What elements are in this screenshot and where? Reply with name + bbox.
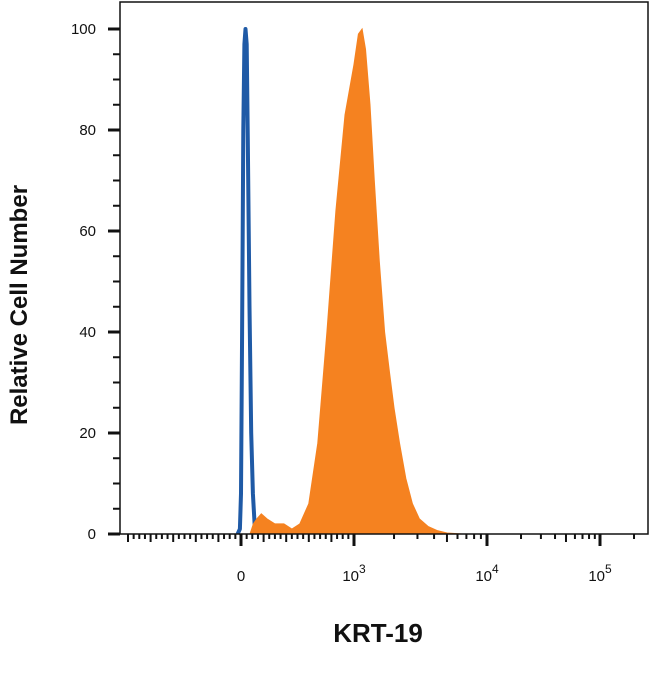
y-tick-label: 20 bbox=[79, 425, 96, 442]
x-tick-label: 103 bbox=[342, 562, 366, 585]
histogram-series-filled bbox=[207, 27, 600, 535]
x-tick-exponent: 5 bbox=[605, 562, 612, 576]
y-tick-label: 40 bbox=[79, 324, 96, 341]
x-tick-exponent: 3 bbox=[359, 562, 366, 576]
x-tick-label: 105 bbox=[588, 562, 612, 585]
plot-frame bbox=[119, 1, 649, 535]
y-tick-label: 0 bbox=[88, 526, 96, 543]
x-axis-title: KRT-19 bbox=[333, 618, 423, 648]
x-tick-label: 0 bbox=[237, 568, 245, 585]
y-tick-label: 100 bbox=[71, 21, 96, 38]
y-tick-label: 60 bbox=[79, 223, 96, 240]
y-axis-title: Relative Cell Number bbox=[6, 185, 33, 425]
y-tick-label: 80 bbox=[79, 122, 96, 139]
series-layer bbox=[207, 27, 600, 535]
axis-layer: 0 20 40 60 80 100 0 103 104 105 bbox=[71, 21, 636, 585]
x-tick-exponent: 4 bbox=[492, 562, 499, 576]
x-tick-label: 104 bbox=[475, 562, 499, 585]
histogram-series-outline bbox=[235, 27, 259, 535]
